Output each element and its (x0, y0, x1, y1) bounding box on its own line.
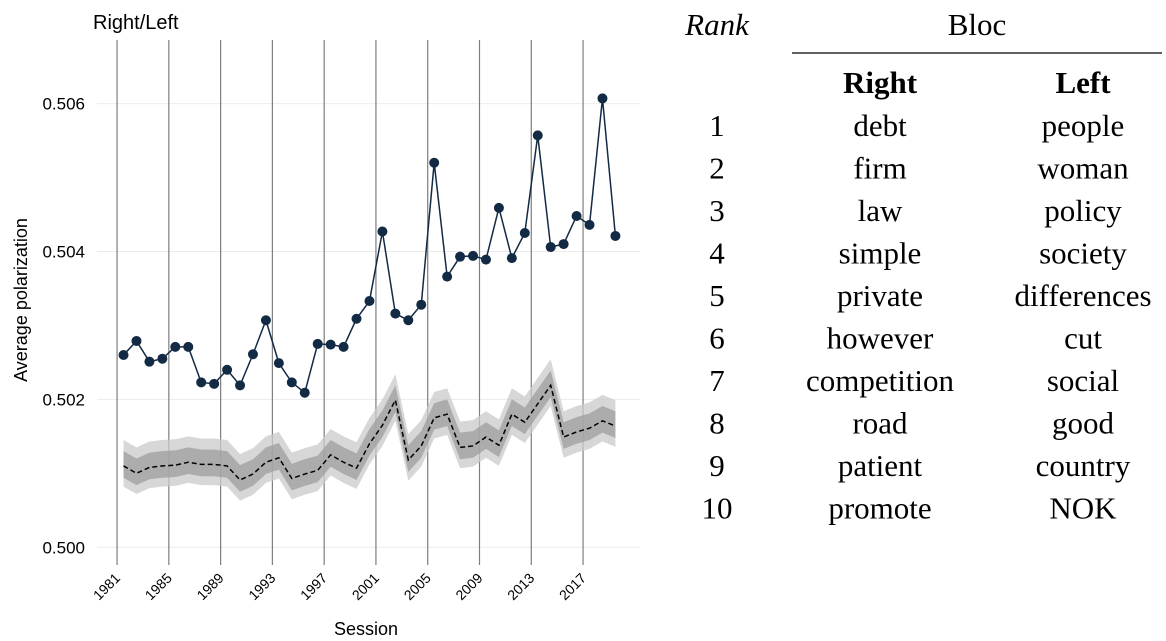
word: NOK (1049, 491, 1117, 526)
x-tick-label: 1981 (90, 570, 123, 603)
point (442, 271, 453, 282)
y-axis-label: Average polarization (11, 218, 31, 382)
point (235, 380, 246, 391)
rank: 1 (709, 108, 725, 143)
plot: 0.500 0.502 0.504 0.506 1981 1985 1989 1993 1997… (42, 40, 640, 603)
table-header: Bloc (948, 7, 1007, 42)
point (299, 387, 310, 398)
point (429, 157, 440, 168)
rank: 5 (709, 278, 725, 313)
word: patient (838, 448, 923, 483)
point (416, 299, 427, 310)
point (519, 227, 530, 238)
word: woman (1037, 151, 1129, 186)
word: road (852, 406, 908, 441)
chart-title: Right/Left (93, 12, 179, 34)
word: firm (853, 151, 906, 186)
point (571, 210, 582, 221)
point (545, 242, 556, 253)
word: simple (839, 236, 922, 271)
point (493, 202, 504, 213)
point (209, 378, 220, 389)
word: private (837, 278, 923, 313)
y-tick-label: 0.506 (42, 95, 85, 114)
point (196, 377, 207, 388)
point (170, 341, 181, 352)
point (247, 349, 258, 360)
x-tick-label: 1993 (245, 570, 278, 603)
rank: 8 (709, 406, 725, 441)
rank: 4 (709, 236, 725, 271)
point (597, 93, 608, 104)
table-header: Rank (684, 7, 750, 42)
rank: 10 (702, 491, 733, 526)
table-body: 1 debt people 2 firm woman 3 law policy 4 simple so… (702, 108, 1152, 526)
point (403, 315, 414, 326)
point (506, 253, 517, 264)
point (558, 239, 569, 250)
x-tick-label: 2001 (349, 570, 382, 603)
point (364, 296, 375, 307)
rank: 6 (709, 321, 725, 356)
point (468, 250, 479, 261)
word: country (1036, 448, 1131, 483)
word: policy (1044, 193, 1122, 228)
point (390, 308, 401, 319)
word: debt (853, 108, 907, 143)
word: competition (806, 363, 955, 398)
point (338, 341, 349, 352)
point (118, 350, 129, 360)
word: cut (1064, 321, 1102, 356)
word: differences (1014, 278, 1151, 313)
point (157, 353, 168, 364)
point (131, 335, 142, 346)
confidence-band (123, 370, 616, 492)
point (455, 251, 466, 262)
series-line (122, 98, 617, 395)
point (377, 226, 388, 237)
series-line (123, 383, 616, 481)
x-tick-label: 1997 (297, 570, 330, 603)
word: promote (828, 491, 931, 526)
word: law (858, 193, 903, 228)
point (610, 230, 621, 241)
point (584, 219, 595, 230)
point (480, 254, 491, 265)
word: society (1039, 236, 1127, 271)
point (532, 130, 543, 141)
word: social (1047, 363, 1119, 398)
word: people (1042, 108, 1125, 143)
x-tick-label: 2005 (400, 570, 433, 603)
rank: 9 (709, 448, 725, 483)
point (325, 339, 336, 350)
rank: 3 (709, 193, 725, 228)
column-header: Right (843, 65, 918, 100)
word: however (827, 321, 934, 356)
point (286, 377, 297, 388)
point (144, 356, 155, 367)
word: good (1052, 406, 1115, 441)
y-tick-label: 0.500 (42, 538, 85, 557)
x-tick-label: 2013 (504, 570, 537, 603)
x-tick-label: 1985 (142, 570, 175, 603)
y-tick-label: 0.504 (42, 242, 85, 261)
point (222, 364, 233, 375)
x-tick-label: 1989 (193, 570, 226, 603)
point (183, 341, 194, 352)
y-tick-label: 0.502 (42, 390, 85, 409)
point (312, 338, 323, 349)
x-axis-label: Session (334, 619, 398, 639)
x-tick-label: 2017 (556, 570, 589, 603)
column-header: Left (1055, 65, 1111, 100)
point (351, 313, 362, 324)
rank: 2 (709, 151, 725, 186)
x-tick-label: 2009 (452, 570, 485, 603)
point (260, 315, 271, 326)
rank: 7 (709, 363, 725, 398)
point (273, 358, 284, 369)
